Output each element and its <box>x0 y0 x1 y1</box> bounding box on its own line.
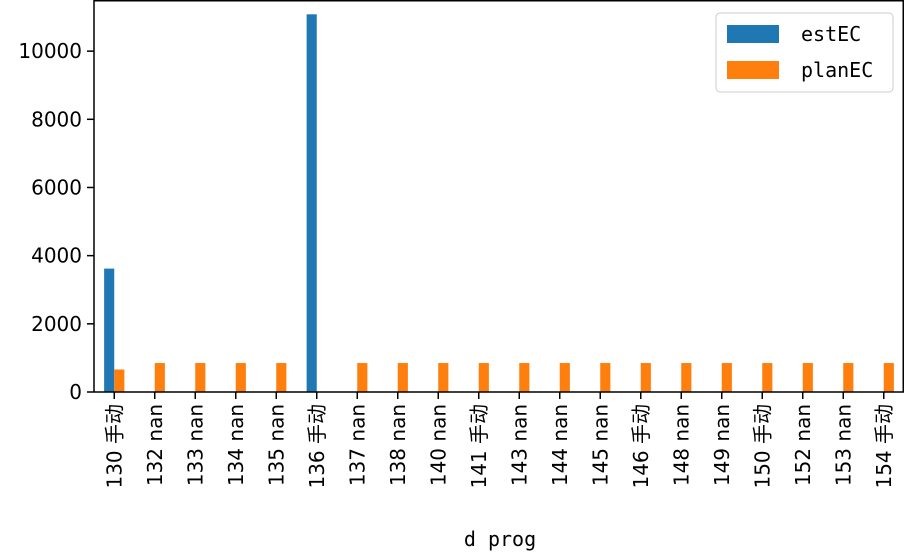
bar-planEC-14 <box>681 363 692 392</box>
y-tick-label: 0 <box>69 380 82 404</box>
bar-planEC-18 <box>843 363 854 392</box>
x-tick-label: 144 nan <box>548 404 572 486</box>
x-tick-label: 130 手动 <box>102 404 126 489</box>
x-axis-label: d prog <box>464 527 536 551</box>
x-tick-label: 145 nan <box>588 404 612 486</box>
x-tick-label: 137 nan <box>345 404 369 486</box>
x-tick-label: 135 nan <box>264 404 288 486</box>
x-tick-label: 150 手动 <box>750 404 774 489</box>
x-tick-label: 138 nan <box>386 404 410 486</box>
y-tick-label: 6000 <box>31 175 82 199</box>
bar-estEC-0 <box>104 268 115 392</box>
x-tick-label: 134 nan <box>224 404 248 486</box>
bar-planEC-1 <box>154 363 165 392</box>
bar-planEC-11 <box>559 363 570 392</box>
bar-planEC-16 <box>762 363 773 392</box>
x-tick-label: 153 nan <box>831 404 855 486</box>
x-axis: 130 手动 132 nan 133 nan 134 nan 135 nan 136 手动… <box>102 392 896 489</box>
bar-planEC-3 <box>235 363 246 392</box>
bar-planEC-6 <box>357 363 368 392</box>
y-tick-label: 4000 <box>31 244 82 268</box>
bar-planEC-19 <box>883 363 894 392</box>
bar-planEC-8 <box>438 363 449 392</box>
bar-estEC-5 <box>306 14 317 392</box>
y-tick-label: 2000 <box>31 312 82 336</box>
legend-swatch-estEC <box>727 25 779 43</box>
x-tick-label: 149 nan <box>710 404 734 486</box>
bar-planEC-0 <box>114 369 125 392</box>
x-tick-label: 154 手动 <box>872 404 896 489</box>
x-tick-label: 152 nan <box>791 404 815 486</box>
y-tick-label: 10000 <box>18 39 82 63</box>
bar-planEC-15 <box>721 363 732 392</box>
bar-planEC-10 <box>519 363 530 392</box>
bar-planEC-13 <box>640 363 651 392</box>
bar-planEC-9 <box>478 363 489 392</box>
bar-planEC-7 <box>397 363 408 392</box>
plot-area <box>93 0 904 393</box>
bar-planEC-12 <box>600 363 611 392</box>
legend: estEC planEC <box>715 12 894 93</box>
bar-planEC-2 <box>195 363 206 392</box>
bar-planEC-4 <box>276 363 287 392</box>
x-tick-label: 141 手动 <box>467 404 491 489</box>
x-tick-label: 136 手动 <box>305 404 329 489</box>
x-tick-label: 140 nan <box>426 404 450 486</box>
x-tick-label: 133 nan <box>183 404 207 486</box>
y-tick-label: 8000 <box>31 107 82 131</box>
x-tick-label: 146 手动 <box>629 404 653 489</box>
legend-label-estEC: estEC <box>801 22 861 46</box>
legend-swatch-planEC <box>727 61 779 79</box>
x-tick-label: 143 nan <box>507 404 531 486</box>
x-tick-label: 148 nan <box>669 404 693 486</box>
y-axis: 0 2000 4000 6000 8000 10000 <box>18 39 94 404</box>
legend-label-planEC: planEC <box>801 58 873 82</box>
bar-planEC-17 <box>802 363 813 392</box>
x-tick-label: 132 nan <box>143 404 167 486</box>
